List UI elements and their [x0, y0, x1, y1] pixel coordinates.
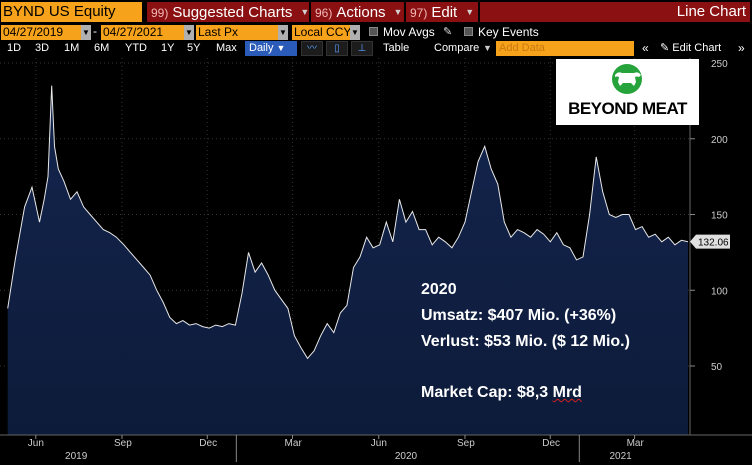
chevron-down-icon: ▼	[300, 7, 310, 17]
annotation-year: 2020	[421, 281, 457, 298]
x-year-label: 2019	[65, 451, 88, 462]
command-bar: BYND US Equity 99) Suggested Charts ▼ 96) A…	[0, 0, 752, 24]
chevron-down-icon: ▼	[276, 43, 286, 53]
end-date-field[interactable]: 04/27/2021	[101, 25, 184, 40]
mov-avgs-label: Mov Avgs	[383, 25, 435, 39]
x-year-label: 2021	[609, 451, 632, 462]
y-tick-label: 200	[711, 135, 728, 146]
beyond-meat-logo: BEYOND MEAT	[556, 59, 699, 125]
mov-avgs-checkbox[interactable]	[369, 27, 378, 36]
range-5y[interactable]: 5Y	[187, 42, 201, 54]
suggested-charts-number: 99)	[151, 6, 169, 20]
x-tick-label: Dec	[542, 438, 560, 449]
edit-number: 97)	[410, 6, 428, 20]
range-ytd[interactable]: YTD	[125, 42, 147, 54]
last-value-tag	[690, 234, 730, 249]
suggested-charts-label: Suggested Charts	[172, 4, 293, 21]
x-tick-label: Sep	[114, 438, 132, 449]
price-chart[interactable]: 50 100 150 200 250 Jun Sep Dec Mar Jun Sep Dec Mar 20…	[0, 58, 752, 465]
key-events-label: Key Events	[478, 25, 539, 39]
chevron-down-icon: ▼	[393, 7, 403, 17]
chevron-down-icon: ▼	[465, 7, 475, 17]
currency-field[interactable]: Local CCY	[292, 25, 352, 40]
currency-dropdown-icon[interactable]: ▼	[350, 25, 360, 40]
x-tick-label: Jun	[371, 438, 387, 449]
compare-button[interactable]: Compare	[434, 42, 480, 54]
actions-menu[interactable]: 96) Actions ▼	[311, 2, 404, 22]
annotation-market-cap: Market Cap: $8,3 Mrd	[421, 384, 582, 402]
range-1m[interactable]: 1M	[64, 42, 80, 54]
period-dropdown[interactable]: Daily ▼	[245, 41, 297, 56]
actions-number: 96)	[315, 6, 333, 20]
edit-chart-label: Edit Chart	[672, 42, 722, 54]
ticker-field[interactable]: BYND US Equity	[1, 2, 142, 22]
y-tick-label: 100	[711, 286, 728, 297]
annotation-loss: Verlust: $53 Mio. ($ 12 Mio.)	[421, 333, 630, 350]
line-style-icon[interactable]: 〰	[301, 41, 323, 56]
range-6m[interactable]: 6M	[94, 42, 110, 54]
x-tick-label: Mar	[285, 438, 303, 449]
x-tick-label: Jun	[28, 438, 44, 449]
draw-tool-icon[interactable]: ⊥	[351, 41, 373, 56]
range-1d[interactable]: 1D	[7, 42, 22, 54]
chart-toolbar: 1D 3D 1M 6M YTD 1Y 5Y Max Daily ▼ 〰 ▯ ⊥ …	[0, 40, 752, 57]
pencil-icon[interactable]: ✎	[443, 26, 453, 38]
x-tick-label: Sep	[457, 438, 475, 449]
range-3d[interactable]: 3D	[35, 42, 50, 54]
table-button[interactable]: Table	[383, 42, 410, 54]
price-field[interactable]: Last Px	[196, 25, 278, 40]
key-events-checkbox[interactable]	[464, 27, 473, 36]
start-date-dropdown-icon[interactable]: ▼	[81, 25, 91, 40]
title-bar-fill	[480, 2, 750, 22]
actions-label: Actions	[336, 4, 386, 21]
y-tick-label: 50	[711, 362, 723, 373]
annotation-revenue: Umsatz: $407 Mio. (+36%)	[421, 307, 617, 324]
last-value-label: 132.06	[698, 238, 729, 249]
edit-label: Edit	[431, 4, 458, 21]
market-cap-unit: Mrd	[552, 384, 582, 401]
y-tick-label: 250	[711, 59, 728, 70]
logo-text: BEYOND MEAT	[568, 99, 687, 118]
price-line	[7, 85, 689, 360]
parameter-bar: 04/27/2019 ▼ - 04/27/2021 ▼ Last Px ▼ Lo…	[0, 24, 752, 40]
collapse-icon[interactable]: «	[642, 41, 649, 55]
range-max[interactable]: Max	[216, 42, 237, 54]
x-tick-label: Dec	[199, 438, 217, 449]
range-1y[interactable]: 1Y	[161, 42, 175, 54]
period-label: Daily	[249, 42, 274, 54]
y-tick-label: 150	[711, 211, 728, 222]
x-tick-label: Mar	[627, 438, 645, 449]
add-data-input[interactable]: Add Data	[496, 41, 634, 56]
compare-dropdown-icon[interactable]: ▼	[483, 43, 492, 53]
bar-style-icon[interactable]: ▯	[326, 41, 348, 56]
market-cap-value: Market Cap: $8,3	[421, 384, 553, 401]
x-year-label: 2020	[395, 451, 418, 462]
expand-icon[interactable]: »	[738, 41, 745, 55]
pencil-icon: ✎	[660, 42, 670, 54]
price-area	[7, 85, 688, 435]
edit-chart-button[interactable]: ✎ Edit Chart	[660, 41, 721, 56]
start-date-field[interactable]: 04/27/2019	[1, 25, 81, 40]
date-separator: -	[93, 24, 97, 38]
price-field-dropdown-icon[interactable]: ▼	[278, 25, 288, 40]
end-date-dropdown-icon[interactable]: ▼	[184, 25, 194, 40]
steer-icon	[612, 64, 642, 94]
edit-menu[interactable]: 97) Edit ▼	[406, 2, 478, 22]
price-chart-svg: 50 100 150 200 250 Jun Sep Dec Mar Jun Sep Dec Mar 20…	[0, 58, 752, 462]
view-title: Line Chart	[676, 3, 746, 20]
suggested-charts-menu[interactable]: 99) Suggested Charts ▼	[147, 2, 309, 22]
